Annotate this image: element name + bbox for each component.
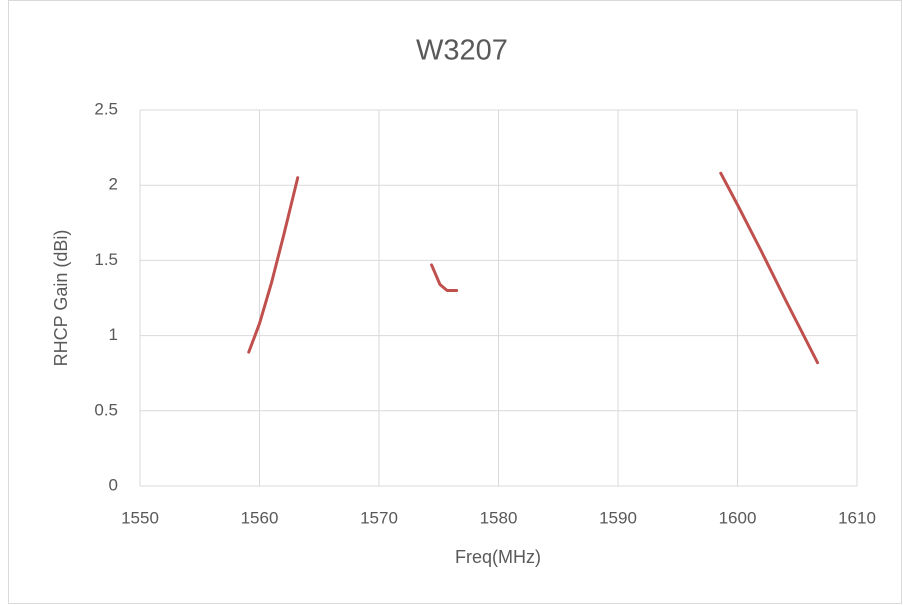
- x-tick-label: 1600: [719, 508, 757, 527]
- x-tick-label: 1610: [838, 508, 876, 527]
- x-tick-label: 1580: [480, 508, 518, 527]
- x-tick-label: 1590: [599, 508, 637, 527]
- x-tick-label: 1570: [360, 508, 398, 527]
- y-axis-label: RHCP Gain (dBi): [51, 230, 71, 367]
- chart-border: [8, 0, 902, 604]
- y-tick-label: 1.5: [94, 250, 118, 269]
- data-line: [247, 171, 820, 365]
- chart-title: W3207: [416, 35, 508, 67]
- y-tick-label: 2.5: [94, 99, 118, 118]
- x-tick-label: 1560: [241, 508, 279, 527]
- x-tick-label: 1550: [121, 508, 159, 527]
- y-tick-label: 0.5: [94, 400, 118, 419]
- y-tick-label: 0: [109, 475, 118, 494]
- y-tick-label: 2: [109, 175, 118, 194]
- x-axis-label: Freq(MHz): [455, 547, 541, 567]
- y-tick-label: 1: [109, 325, 118, 344]
